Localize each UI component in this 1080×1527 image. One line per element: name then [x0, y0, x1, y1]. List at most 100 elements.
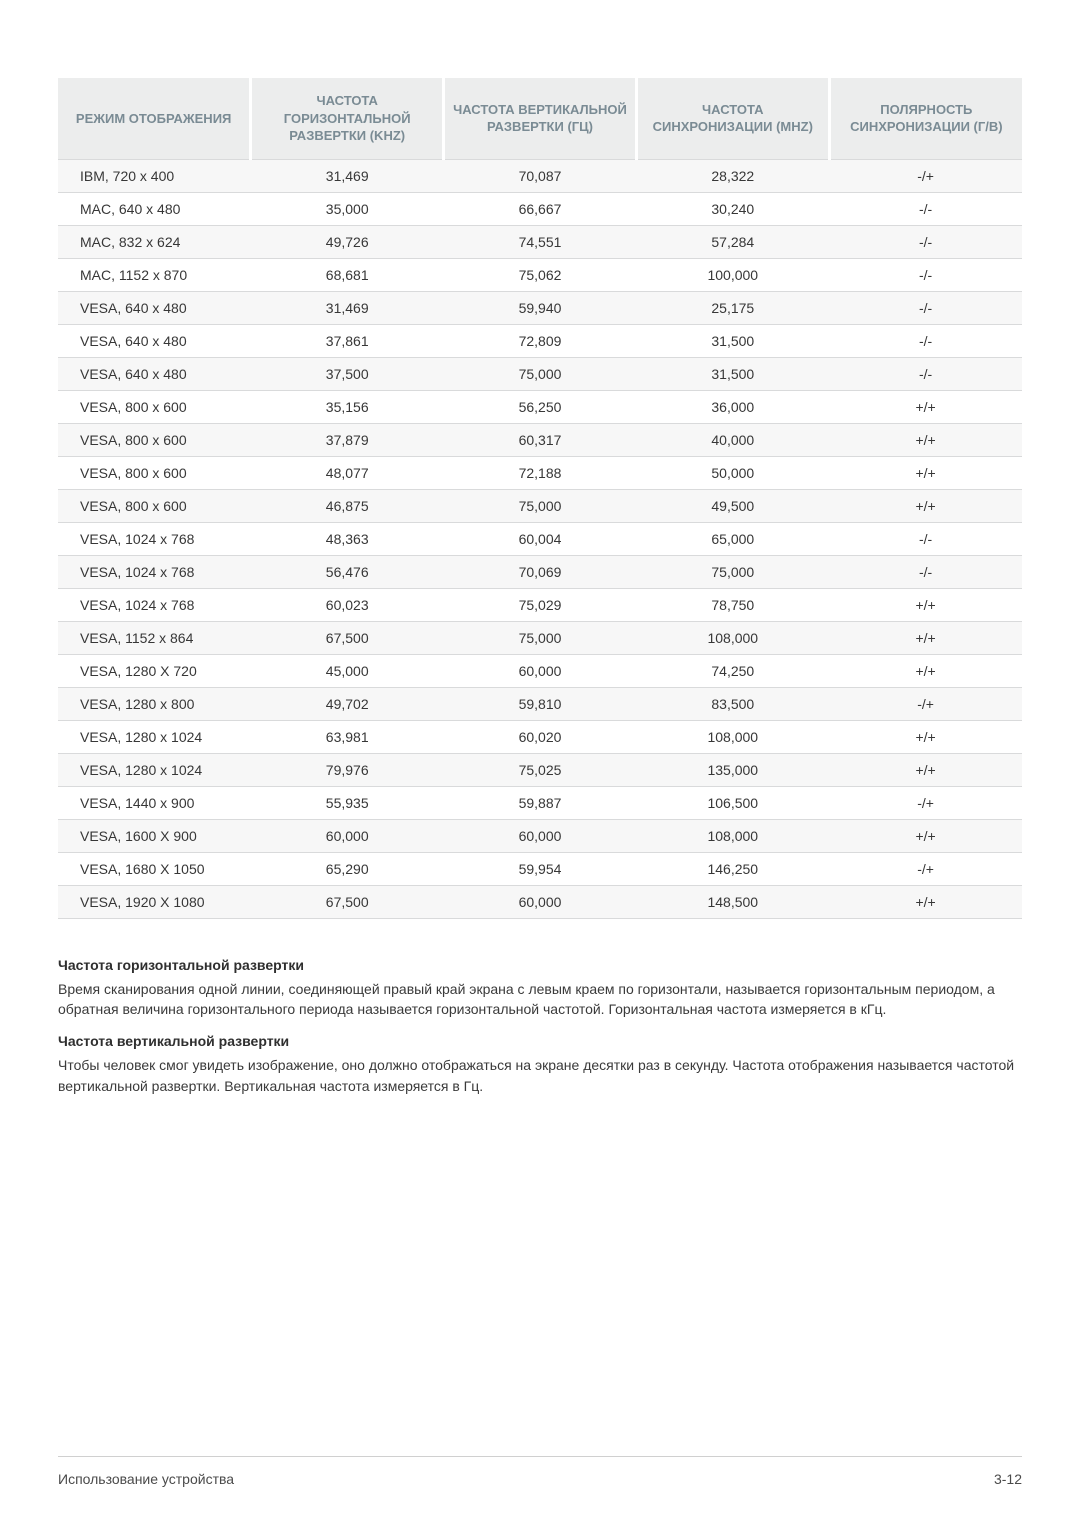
- table-cell: VESA, 800 x 600: [58, 489, 251, 522]
- table-cell: -/-: [829, 258, 1022, 291]
- table-cell: 65,290: [251, 852, 444, 885]
- table-cell: 25,175: [636, 291, 829, 324]
- table-cell: 70,087: [444, 159, 637, 192]
- table-cell: -/-: [829, 522, 1022, 555]
- col-polarity: ПОЛЯРНОСТЬ СИНХРОНИЗАЦИИ (Г/В): [829, 78, 1022, 159]
- table-cell: 75,000: [444, 357, 637, 390]
- table-cell: 45,000: [251, 654, 444, 687]
- table-row: VESA, 1280 X 72045,00060,00074,250+/+: [58, 654, 1022, 687]
- table-cell: VESA, 1680 X 1050: [58, 852, 251, 885]
- table-cell: VESA, 1024 x 768: [58, 555, 251, 588]
- table-cell: -/-: [829, 555, 1022, 588]
- table-cell: VESA, 1280 X 720: [58, 654, 251, 687]
- table-cell: 66,667: [444, 192, 637, 225]
- table-cell: +/+: [829, 819, 1022, 852]
- table-cell: 37,879: [251, 423, 444, 456]
- table-cell: VESA, 640 x 480: [58, 324, 251, 357]
- table-cell: 31,500: [636, 357, 829, 390]
- table-row: VESA, 1280 x 102479,97675,025135,000+/+: [58, 753, 1022, 786]
- table-cell: +/+: [829, 390, 1022, 423]
- col-vfreq: ЧАСТОТА ВЕРТИКАЛЬНОЙ РАЗВЕРТКИ (ГЦ): [444, 78, 637, 159]
- table-cell: 30,240: [636, 192, 829, 225]
- table-cell: 50,000: [636, 456, 829, 489]
- table-cell: 83,500: [636, 687, 829, 720]
- table-cell: 60,000: [444, 885, 637, 918]
- table-cell: +/+: [829, 423, 1022, 456]
- table-cell: VESA, 1024 x 768: [58, 588, 251, 621]
- table-cell: 148,500: [636, 885, 829, 918]
- table-cell: VESA, 1280 x 1024: [58, 720, 251, 753]
- table-cell: 48,363: [251, 522, 444, 555]
- table-cell: -/-: [829, 357, 1022, 390]
- table-cell: VESA, 800 x 600: [58, 390, 251, 423]
- table-cell: +/+: [829, 456, 1022, 489]
- table-cell: MAC, 832 x 624: [58, 225, 251, 258]
- table-row: VESA, 1600 X 90060,00060,000108,000+/+: [58, 819, 1022, 852]
- table-cell: +/+: [829, 654, 1022, 687]
- table-row: MAC, 640 x 48035,00066,66730,240-/-: [58, 192, 1022, 225]
- table-body: IBM, 720 x 40031,46970,08728,322-/+MAC, …: [58, 159, 1022, 918]
- table-row: VESA, 1280 x 102463,98160,020108,000+/+: [58, 720, 1022, 753]
- table-cell: 75,025: [444, 753, 637, 786]
- table-cell: 37,861: [251, 324, 444, 357]
- table-cell: 108,000: [636, 819, 829, 852]
- table-header: РЕЖИМ ОТОБРАЖЕНИЯ ЧАСТОТА ГОРИЗОНТАЛЬНОЙ…: [58, 78, 1022, 159]
- table-cell: +/+: [829, 885, 1022, 918]
- footer-section-title: Использование устройства: [58, 1471, 234, 1487]
- table-cell: VESA, 1024 x 768: [58, 522, 251, 555]
- table-cell: 60,023: [251, 588, 444, 621]
- table-cell: VESA, 1280 x 1024: [58, 753, 251, 786]
- table-cell: -/-: [829, 225, 1022, 258]
- table-cell: 59,810: [444, 687, 637, 720]
- table-cell: -/+: [829, 786, 1022, 819]
- table-cell: 37,500: [251, 357, 444, 390]
- table-cell: 35,156: [251, 390, 444, 423]
- display-modes-table: РЕЖИМ ОТОБРАЖЕНИЯ ЧАСТОТА ГОРИЗОНТАЛЬНОЙ…: [58, 78, 1022, 919]
- table-cell: IBM, 720 x 400: [58, 159, 251, 192]
- table-cell: VESA, 1440 x 900: [58, 786, 251, 819]
- table-cell: VESA, 800 x 600: [58, 456, 251, 489]
- table-cell: 74,250: [636, 654, 829, 687]
- table-row: MAC, 1152 x 87068,68175,062100,000-/-: [58, 258, 1022, 291]
- table-row: VESA, 1280 x 80049,70259,81083,500-/+: [58, 687, 1022, 720]
- table-cell: 60,000: [444, 654, 637, 687]
- table-cell: 59,887: [444, 786, 637, 819]
- table-cell: 40,000: [636, 423, 829, 456]
- table-cell: 79,976: [251, 753, 444, 786]
- table-cell: 75,000: [444, 489, 637, 522]
- table-cell: 59,940: [444, 291, 637, 324]
- table-cell: 60,000: [251, 819, 444, 852]
- table-cell: 35,000: [251, 192, 444, 225]
- table-cell: 70,069: [444, 555, 637, 588]
- table-row: VESA, 1024 x 76848,36360,00465,000-/-: [58, 522, 1022, 555]
- table-cell: 60,317: [444, 423, 637, 456]
- table-cell: -/-: [829, 192, 1022, 225]
- table-cell: 135,000: [636, 753, 829, 786]
- table-cell: 31,469: [251, 291, 444, 324]
- table-row: VESA, 1440 x 90055,93559,887106,500-/+: [58, 786, 1022, 819]
- note-text-vfreq: Чтобы человек смог увидеть изображение, …: [58, 1055, 1022, 1096]
- table-cell: 57,284: [636, 225, 829, 258]
- table-cell: 78,750: [636, 588, 829, 621]
- table-cell: 75,000: [444, 621, 637, 654]
- table-cell: 28,322: [636, 159, 829, 192]
- note-heading-vfreq: Частота вертикальной развертки: [58, 1033, 1022, 1049]
- table-cell: VESA, 1152 x 864: [58, 621, 251, 654]
- table-row: VESA, 1680 X 105065,29059,954146,250-/+: [58, 852, 1022, 885]
- table-cell: VESA, 1920 X 1080: [58, 885, 251, 918]
- table-row: VESA, 1024 x 76860,02375,02978,750+/+: [58, 588, 1022, 621]
- table-cell: 67,500: [251, 885, 444, 918]
- footer-page-number: 3-12: [994, 1471, 1022, 1487]
- table-cell: 146,250: [636, 852, 829, 885]
- table-cell: -/+: [829, 159, 1022, 192]
- table-cell: 75,000: [636, 555, 829, 588]
- table-cell: 72,809: [444, 324, 637, 357]
- table-cell: VESA, 640 x 480: [58, 357, 251, 390]
- table-cell: MAC, 1152 x 870: [58, 258, 251, 291]
- table-cell: 108,000: [636, 720, 829, 753]
- table-cell: 56,250: [444, 390, 637, 423]
- table-row: VESA, 640 x 48037,86172,80931,500-/-: [58, 324, 1022, 357]
- table-cell: 74,551: [444, 225, 637, 258]
- table-row: VESA, 800 x 60046,87575,00049,500+/+: [58, 489, 1022, 522]
- col-pixclk: ЧАСТОТА СИНХРОНИЗАЦИИ (MHZ): [636, 78, 829, 159]
